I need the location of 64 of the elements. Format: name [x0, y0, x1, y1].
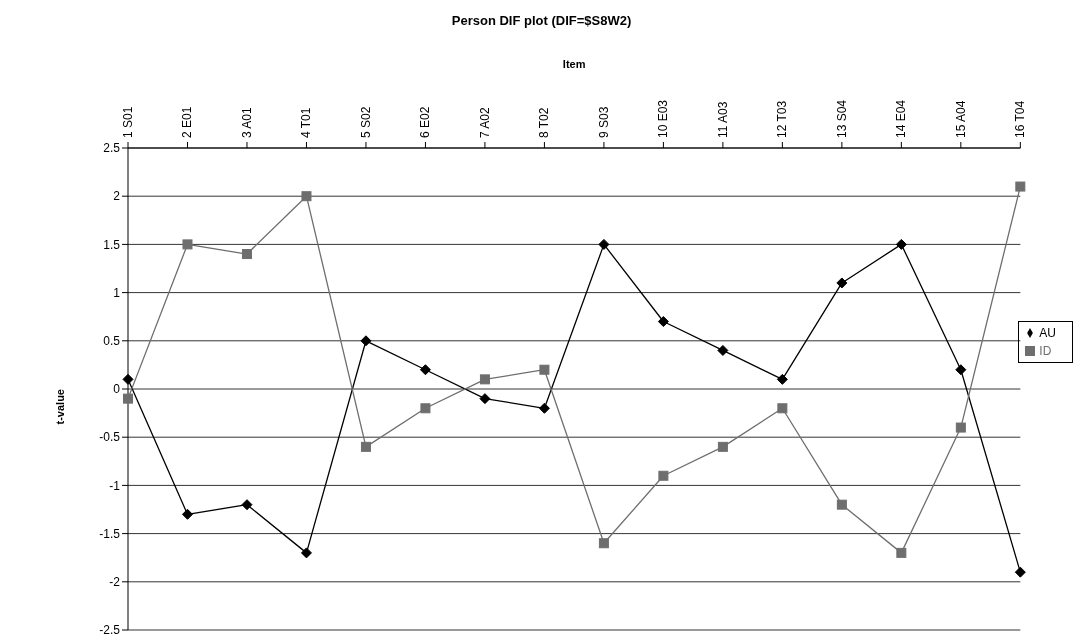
y-tick-label: 2 — [113, 189, 121, 204]
point — [836, 277, 848, 289]
y-axis-title: t-value — [53, 389, 66, 425]
chart-title: Person DIF plot (DIF=$S8W2) — [450, 12, 633, 30]
point — [598, 238, 610, 250]
point — [479, 374, 490, 385]
point — [360, 335, 372, 347]
point — [181, 508, 193, 520]
x-tick-label: 13 S04 — [834, 99, 849, 138]
point — [598, 538, 609, 549]
point — [896, 547, 907, 558]
point — [420, 403, 431, 414]
point — [895, 238, 907, 250]
point — [122, 373, 134, 385]
point — [776, 373, 788, 385]
point — [241, 249, 252, 260]
x-tick-label: 7 A02 — [477, 106, 492, 138]
y-tick-label: -0.5 — [99, 430, 121, 445]
legend-label: ID — [1039, 343, 1052, 358]
point — [658, 470, 669, 481]
legend-label: AU — [1039, 325, 1056, 340]
y-tick-label: -1 — [109, 478, 121, 493]
y-tick-label: 1 — [113, 285, 121, 300]
x-tick-label: 9 S03 — [596, 106, 611, 138]
point — [419, 364, 431, 376]
point — [657, 316, 669, 328]
x-tick-label: 1 S01 — [121, 106, 135, 138]
y-tick-label: -1.5 — [99, 526, 121, 541]
x-tick-label: 15 A04 — [953, 100, 968, 138]
x-tick-label: 3 A01 — [239, 106, 254, 138]
point — [539, 364, 550, 375]
y-tick-label: -2.5 — [99, 623, 121, 638]
point — [836, 499, 847, 510]
point — [123, 393, 133, 404]
x-tick-label: 10 E03 — [656, 99, 671, 138]
x-tick-label: 16 T04 — [1013, 100, 1028, 138]
y-tick-label: 0.5 — [103, 334, 121, 349]
point — [301, 191, 312, 202]
point — [360, 441, 371, 452]
point — [955, 364, 967, 376]
point — [182, 239, 193, 250]
point — [777, 403, 788, 414]
point — [1014, 566, 1026, 578]
point — [300, 547, 312, 559]
point — [241, 499, 253, 511]
x-tick-label: 4 T01 — [299, 107, 314, 138]
x-tick-label: 5 S02 — [358, 106, 373, 138]
x-tick-label: 12 T03 — [775, 100, 790, 138]
point — [538, 402, 550, 414]
y-tick-label: 1.5 — [103, 237, 121, 252]
x-tick-label: 2 E01 — [180, 106, 195, 138]
x-axis-title: Item — [562, 58, 586, 70]
x-tick-label: 8 T02 — [537, 107, 552, 138]
x-tick-label: 6 E02 — [418, 106, 433, 138]
point — [717, 441, 728, 452]
y-tick-label: -2 — [109, 575, 121, 590]
x-tick-label: 11 A03 — [715, 101, 730, 138]
point — [479, 393, 491, 405]
y-tick-label: 0 — [113, 382, 121, 397]
x-tick-label: 14 E04 — [894, 99, 909, 138]
y-tick-label: 2.5 — [103, 141, 121, 156]
point — [717, 344, 729, 356]
point — [1015, 181, 1026, 192]
point — [955, 422, 966, 433]
